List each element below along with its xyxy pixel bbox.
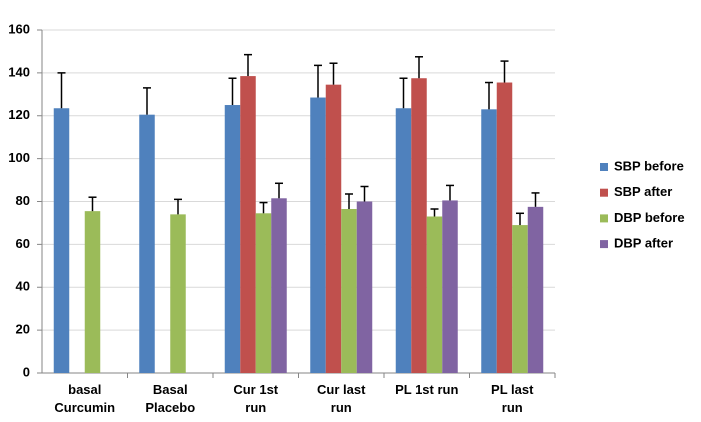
bar	[356, 201, 373, 373]
y-tick-label: 20	[16, 322, 30, 337]
x-tick-label: basal Curcumin	[54, 382, 116, 415]
bar	[512, 225, 528, 373]
x-tick-label: PL last run	[491, 382, 534, 415]
legend-label: SBP before	[614, 158, 684, 173]
bar	[84, 211, 101, 373]
bar	[139, 114, 155, 373]
bar	[240, 76, 256, 373]
bar	[411, 78, 427, 373]
bar	[527, 206, 544, 373]
bar	[426, 216, 443, 373]
legend-label: SBP after	[614, 184, 672, 199]
y-tick-label: 120	[8, 107, 30, 122]
bar	[255, 213, 272, 373]
legend-swatch	[600, 240, 608, 249]
bar	[341, 209, 357, 373]
bar	[442, 200, 458, 373]
y-tick-label: 40	[16, 279, 30, 294]
y-tick-label: 100	[8, 150, 30, 165]
y-tick-label: 0	[23, 364, 30, 379]
bar	[325, 84, 342, 374]
legend-swatch	[600, 188, 608, 197]
bar	[224, 105, 241, 373]
bar	[53, 108, 70, 373]
bar	[496, 82, 513, 373]
bar	[395, 108, 412, 373]
y-tick-label: 60	[16, 236, 30, 251]
legend-label: DBP before	[614, 210, 685, 225]
x-tick-label: Cur last run	[317, 382, 366, 415]
x-tick-label: PL 1st run	[395, 382, 459, 397]
legend-label: DBP after	[614, 236, 673, 251]
bar	[481, 109, 497, 373]
y-tick-label: 160	[8, 21, 30, 36]
bar	[170, 214, 186, 373]
legend-swatch	[600, 163, 608, 171]
x-tick-label: Basal Placebo	[145, 382, 196, 415]
y-tick-label: 140	[8, 64, 30, 79]
x-tick-label: Cur 1st run	[233, 382, 279, 415]
bar	[310, 97, 326, 373]
legend-swatch	[600, 214, 608, 223]
bar	[271, 198, 287, 373]
y-tick-label: 80	[16, 193, 30, 208]
